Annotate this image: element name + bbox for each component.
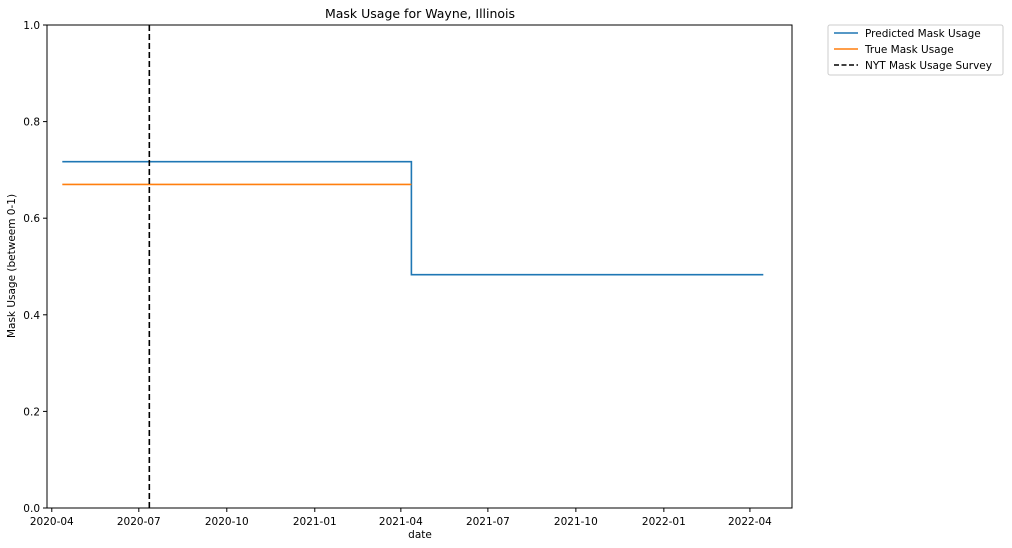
legend-label-2: NYT Mask Usage Survey [865, 60, 992, 72]
chart-title: Mask Usage for Wayne, Illinois [325, 6, 515, 21]
legend-label-0: Predicted Mask Usage [865, 28, 981, 40]
x-tick-label: 2022-04 [728, 516, 772, 528]
x-tick-label: 2021-10 [554, 516, 598, 528]
x-tick-label: 2020-10 [205, 516, 249, 528]
x-tick-label: 2021-01 [293, 516, 337, 528]
y-tick-label: 1.0 [23, 20, 40, 32]
y-tick-label: 0.0 [23, 503, 40, 515]
legend-box [827, 24, 1004, 76]
series-line-0 [62, 160, 764, 276]
plot-frame [46, 24, 793, 509]
legend-label-1: True Mask Usage [864, 44, 954, 56]
x-tick-label: 2020-04 [30, 516, 74, 528]
y-tick-label: 0.4 [23, 310, 40, 322]
y-tick-label: 0.6 [23, 213, 40, 225]
y-axis-label: Mask Usage (betweem 0-1) [6, 194, 18, 338]
y-tick-label: 0.2 [23, 406, 40, 418]
y-tick-label: 0.8 [23, 117, 40, 129]
legend: Predicted Mask Usage True Mask Usage NYT M… [827, 24, 1004, 76]
axis-ticks: 2020-04 2020-07 2020-10 2021-01 2021-04 2021-… [23, 20, 772, 528]
x-tick-label: 2021-04 [379, 516, 423, 528]
x-tick-label: 2022-01 [642, 516, 686, 528]
plot-area [62, 25, 764, 508]
x-tick-label: 2020-07 [117, 516, 161, 528]
x-axis-label: date [408, 529, 432, 541]
x-tick-label: 2021-07 [466, 516, 510, 528]
